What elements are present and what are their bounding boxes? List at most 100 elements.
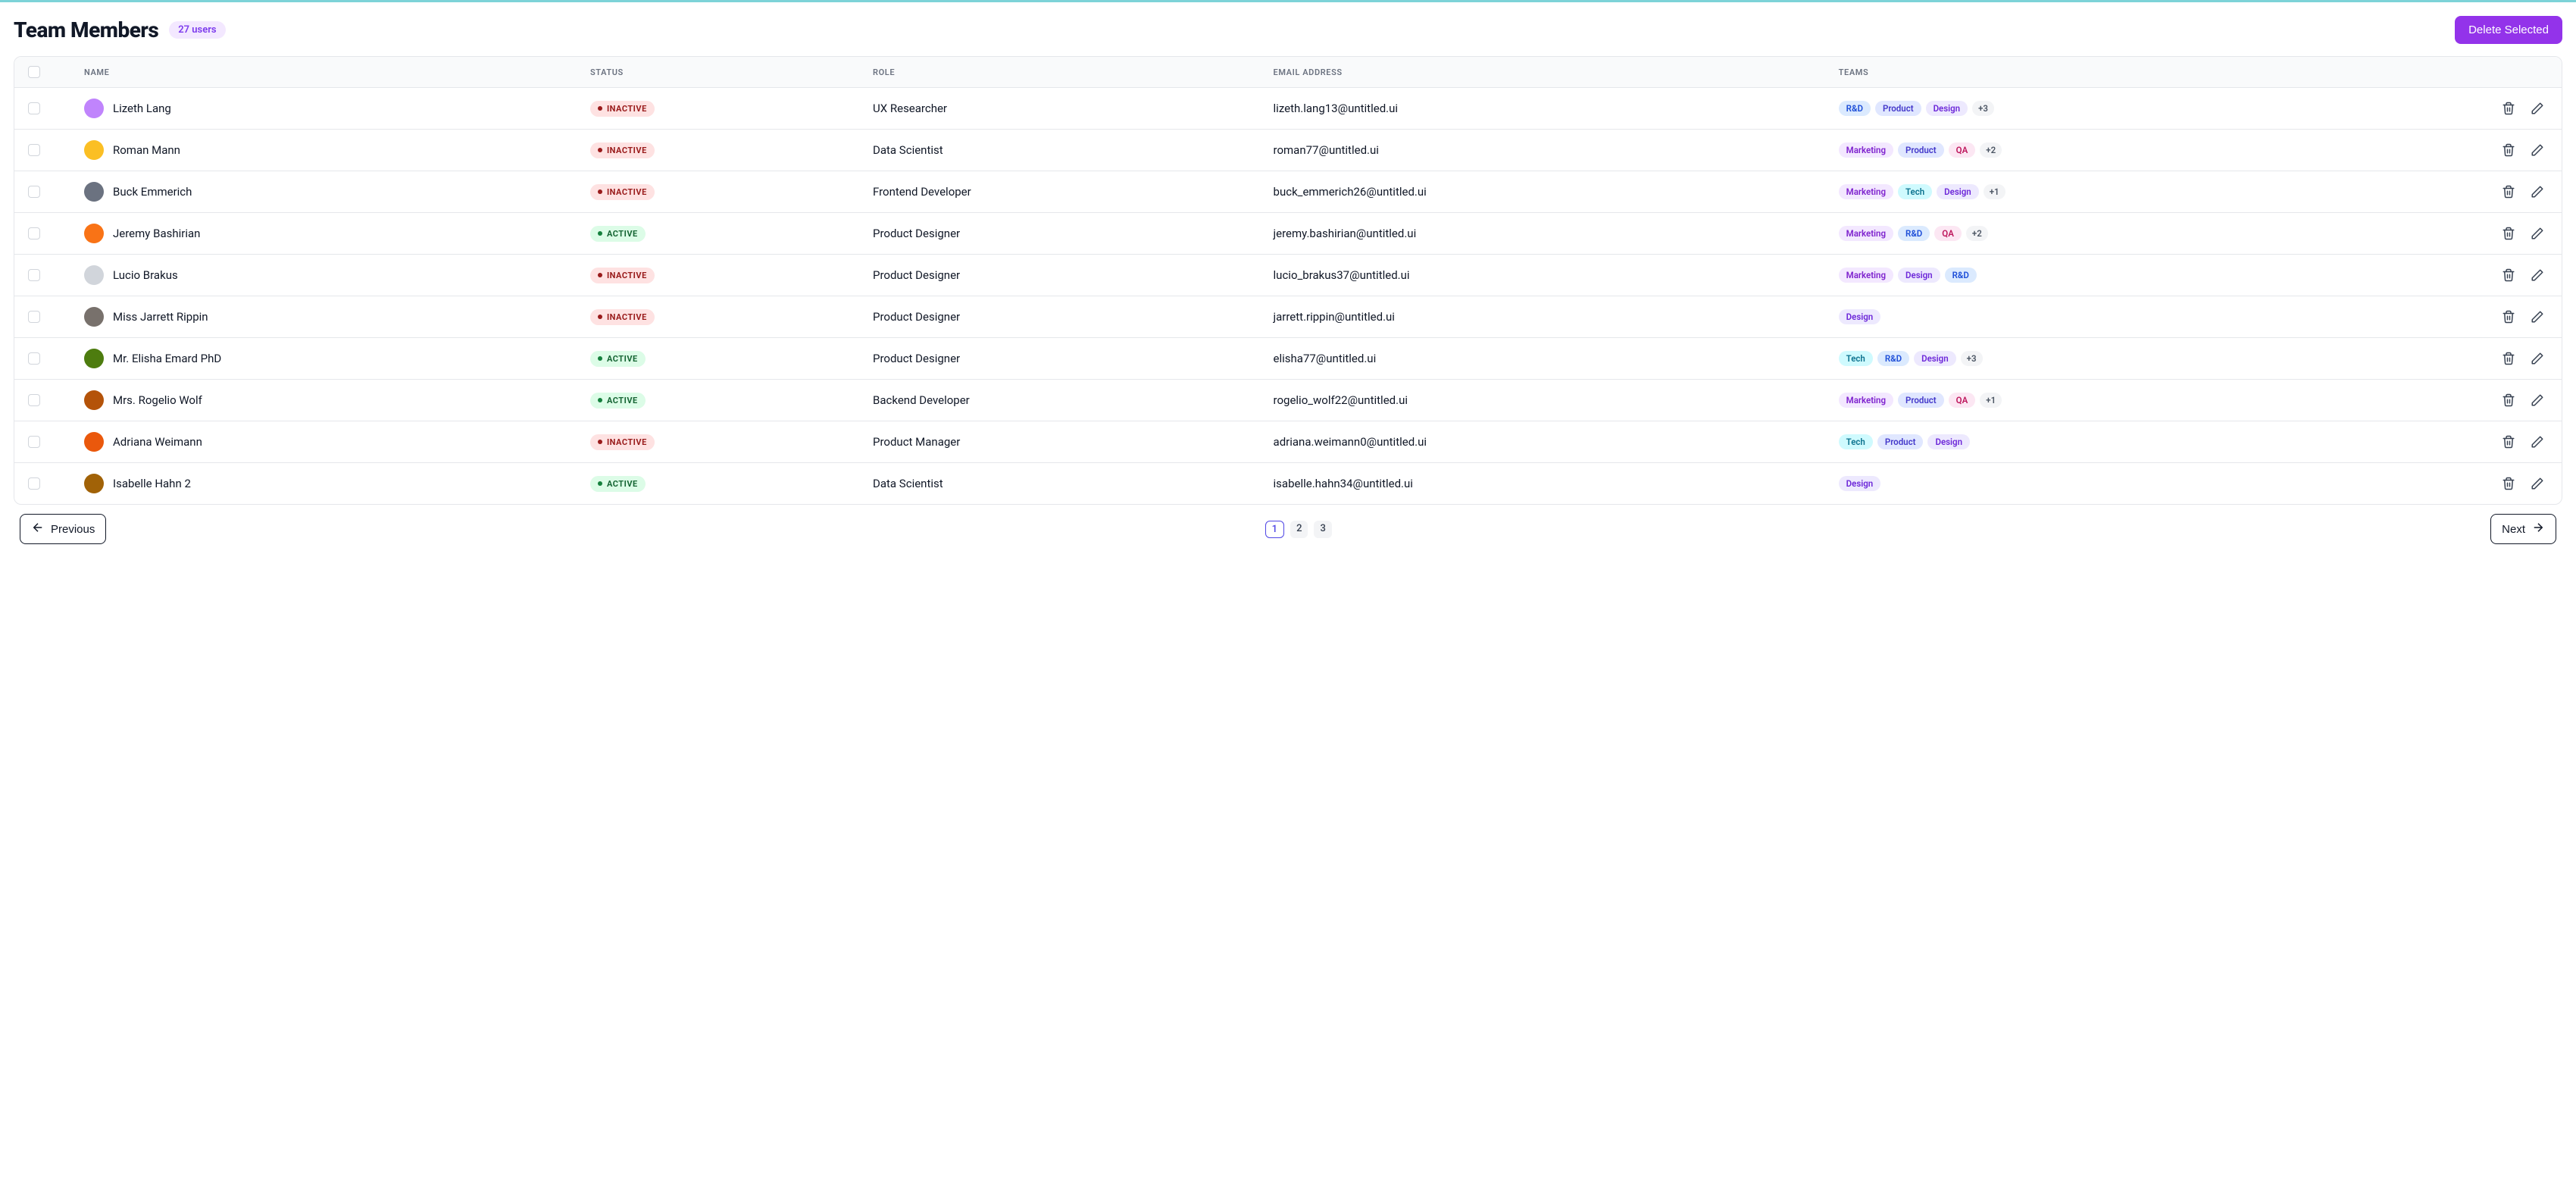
status-dot-icon xyxy=(598,231,602,236)
email-cell: isabelle.hahn34@untitled.ui xyxy=(1274,477,1839,490)
team-tag: Design xyxy=(1898,268,1940,283)
edit-row-button[interactable] xyxy=(2530,476,2545,491)
actions-cell xyxy=(2451,309,2549,324)
page-number-list: 123 xyxy=(1265,521,1332,538)
row-select-checkbox[interactable] xyxy=(28,311,40,323)
edit-row-button[interactable] xyxy=(2530,309,2545,324)
table-row: Mrs. Rogelio Wolf ACTIVEBackend Developer… xyxy=(14,379,2562,421)
member-name: Lucio Brakus xyxy=(113,268,178,282)
delete-row-button[interactable] xyxy=(2501,142,2516,158)
row-select-cell xyxy=(27,352,72,365)
name-cell: Roman Mann xyxy=(72,140,590,160)
name-cell: Miss Jarrett Rippin xyxy=(72,307,590,327)
status-label: INACTIVE xyxy=(607,104,647,114)
edit-row-button[interactable] xyxy=(2530,351,2545,366)
team-tag: R&D xyxy=(1877,351,1909,366)
status-cell: INACTIVE xyxy=(590,142,873,158)
edit-row-button[interactable] xyxy=(2530,434,2545,449)
edit-row-button[interactable] xyxy=(2530,268,2545,283)
status-badge: INACTIVE xyxy=(590,309,655,325)
page-number[interactable]: 3 xyxy=(1314,521,1331,538)
row-select-checkbox[interactable] xyxy=(28,477,40,490)
delete-row-button[interactable] xyxy=(2501,351,2516,366)
row-select-checkbox[interactable] xyxy=(28,436,40,448)
status-label: INACTIVE xyxy=(607,437,647,447)
delete-row-button[interactable] xyxy=(2501,101,2516,116)
delete-row-button[interactable] xyxy=(2501,184,2516,199)
status-badge: INACTIVE xyxy=(590,434,655,450)
pencil-icon xyxy=(2531,185,2544,199)
delete-row-button[interactable] xyxy=(2501,476,2516,491)
role-cell: Data Scientist xyxy=(873,477,1274,490)
select-all-checkbox[interactable] xyxy=(28,66,40,78)
delete-row-button[interactable] xyxy=(2501,309,2516,324)
avatar xyxy=(84,140,104,160)
email-cell: jarrett.rippin@untitled.ui xyxy=(1274,310,1839,324)
next-button[interactable]: Next xyxy=(2490,514,2556,544)
actions-cell xyxy=(2451,476,2549,491)
status-badge: INACTIVE xyxy=(590,142,655,158)
name-cell: Buck Emmerich xyxy=(72,182,590,202)
actions-cell xyxy=(2451,142,2549,158)
teams-cell: Design xyxy=(1839,476,2451,491)
actions-cell xyxy=(2451,184,2549,199)
trash-icon xyxy=(2502,143,2515,157)
status-badge: INACTIVE xyxy=(590,268,655,283)
table-row: Lucio BrakusINACTIVEProduct Designerluci… xyxy=(14,254,2562,296)
page-number[interactable]: 1 xyxy=(1265,521,1284,538)
row-select-checkbox[interactable] xyxy=(28,144,40,156)
delete-row-button[interactable] xyxy=(2501,434,2516,449)
avatar xyxy=(84,99,104,118)
member-name: Mr. Elisha Emard PhD xyxy=(113,352,221,365)
actions-cell xyxy=(2451,226,2549,241)
name-cell: Isabelle Hahn 2 xyxy=(72,474,590,493)
team-tag: R&D xyxy=(1839,101,1871,116)
table-row: Adriana WeimannINACTIVEProduct Managerad… xyxy=(14,421,2562,462)
email-cell: buck_emmerich26@untitled.ui xyxy=(1274,185,1839,199)
status-cell: ACTIVE xyxy=(590,392,873,409)
row-select-checkbox[interactable] xyxy=(28,102,40,114)
delete-selected-button[interactable]: Delete Selected xyxy=(2455,16,2562,44)
team-tag: Tech xyxy=(1839,434,1873,449)
delete-row-button[interactable] xyxy=(2501,226,2516,241)
edit-row-button[interactable] xyxy=(2530,393,2545,408)
member-name: Miss Jarrett Rippin xyxy=(113,310,208,324)
role-cell: Product Designer xyxy=(873,227,1274,240)
team-tag: Marketing xyxy=(1839,142,1893,158)
edit-row-button[interactable] xyxy=(2530,142,2545,158)
previous-button[interactable]: Previous xyxy=(20,514,106,544)
column-header-teams: TEAMS xyxy=(1839,67,2451,77)
delete-row-button[interactable] xyxy=(2501,393,2516,408)
status-badge: INACTIVE xyxy=(590,184,655,200)
email-cell: rogelio_wolf22@untitled.ui xyxy=(1274,393,1839,407)
row-select-checkbox[interactable] xyxy=(28,394,40,406)
avatar xyxy=(84,224,104,243)
status-cell: ACTIVE xyxy=(590,225,873,242)
avatar xyxy=(84,390,104,410)
table-row: Isabelle Hahn 2 ACTIVE Data Scientistisabe… xyxy=(14,462,2562,504)
row-select-checkbox[interactable] xyxy=(28,352,40,365)
row-select-checkbox[interactable] xyxy=(28,227,40,239)
row-select-checkbox[interactable] xyxy=(28,186,40,198)
status-dot-icon xyxy=(598,481,602,486)
row-select-checkbox[interactable] xyxy=(28,269,40,281)
pencil-icon xyxy=(2531,227,2544,240)
name-cell: Lucio Brakus xyxy=(72,265,590,285)
status-badge: ACTIVE xyxy=(590,351,646,367)
edit-row-button[interactable] xyxy=(2530,101,2545,116)
edit-row-button[interactable] xyxy=(2530,184,2545,199)
member-name: Mrs. Rogelio Wolf xyxy=(113,393,202,407)
next-label: Next xyxy=(2502,523,2525,536)
page-number[interactable]: 2 xyxy=(1290,521,1308,538)
column-header-status: STATUS xyxy=(590,67,873,77)
table-header-row: NAME STATUS ROLE EMAIL ADDRESS TEAMS xyxy=(14,57,2562,87)
team-tag: Product xyxy=(1877,434,1924,449)
column-header-name: NAME xyxy=(72,67,590,77)
status-label: ACTIVE xyxy=(607,479,638,489)
arrow-right-icon xyxy=(2531,521,2545,537)
email-cell: lucio_brakus37@untitled.ui xyxy=(1274,268,1839,282)
role-cell: Backend Developer xyxy=(873,393,1274,407)
pencil-icon xyxy=(2531,102,2544,115)
delete-row-button[interactable] xyxy=(2501,268,2516,283)
edit-row-button[interactable] xyxy=(2530,226,2545,241)
